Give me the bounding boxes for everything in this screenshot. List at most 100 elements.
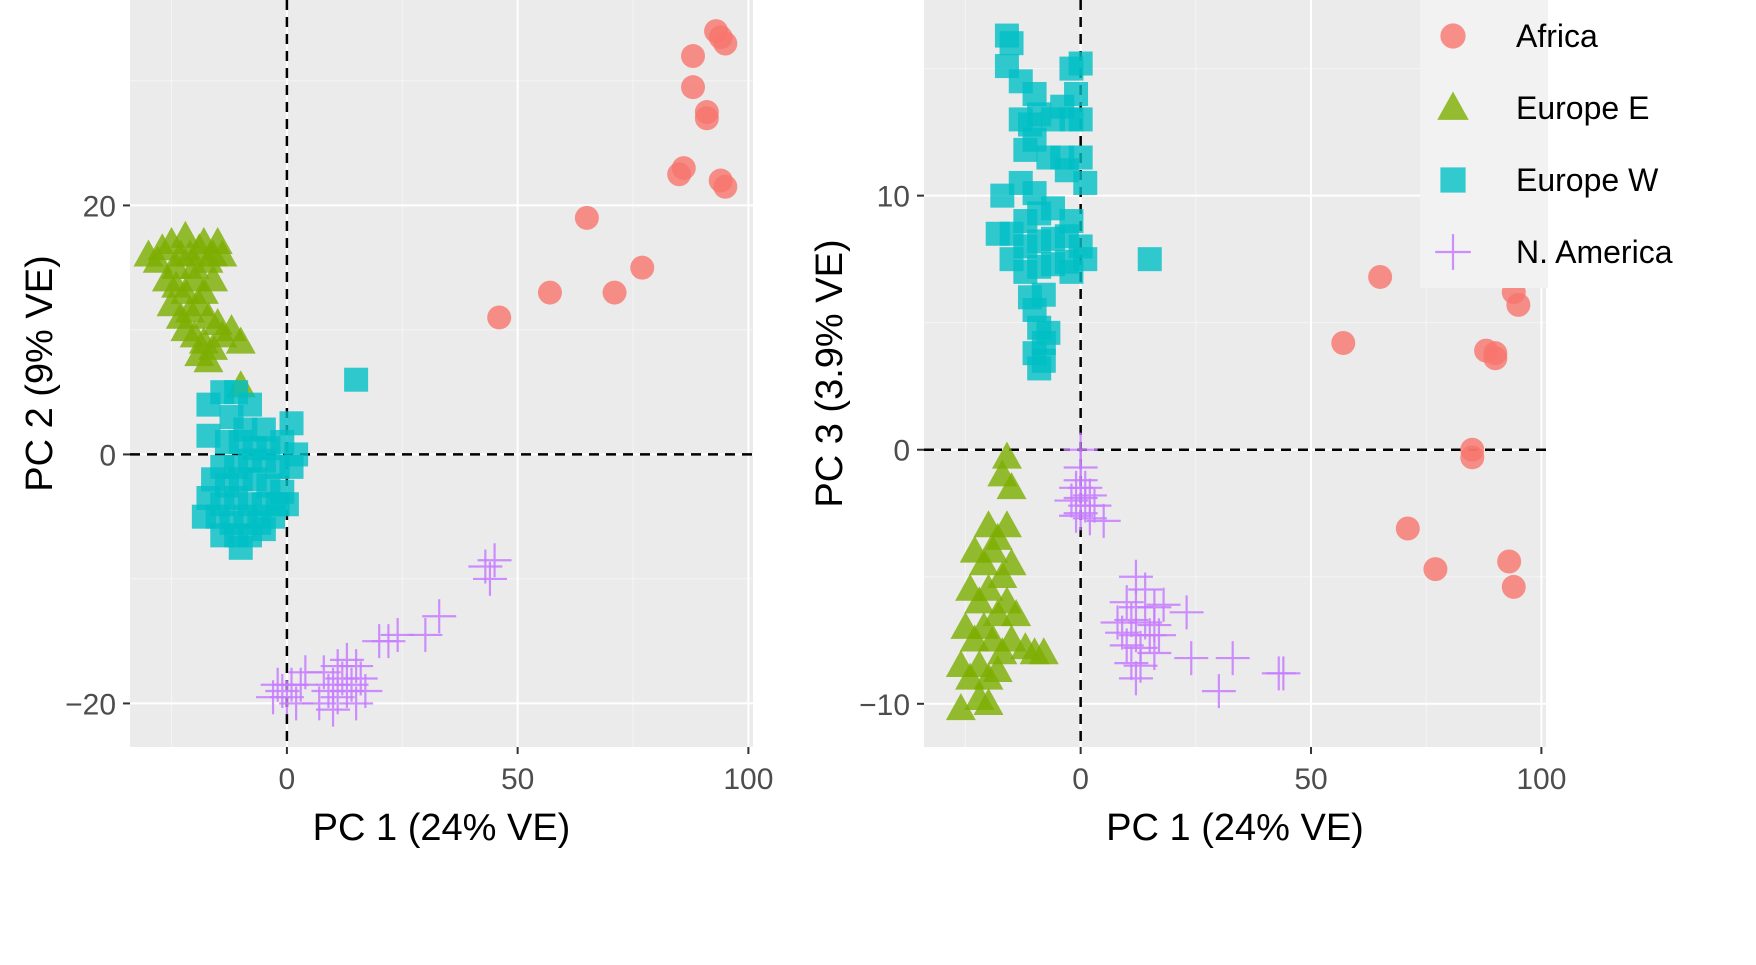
legend-key: [1435, 234, 1471, 270]
data-point: [1063, 496, 1098, 531]
data-point: [1331, 331, 1356, 356]
data-point: [256, 680, 291, 715]
y-tick-label: −10: [859, 689, 910, 722]
y-tick-label: 0: [893, 435, 910, 468]
data-point: [468, 549, 503, 584]
data-point: [1146, 587, 1181, 622]
data-point: [472, 561, 507, 596]
x-tick-label: 100: [1516, 763, 1566, 796]
data-point: [1001, 599, 1032, 627]
data-point: [279, 686, 314, 721]
plot-background: [130, 0, 753, 747]
data-point: [1022, 82, 1047, 107]
data-point: [973, 688, 1004, 716]
data-point: [574, 205, 599, 230]
data-point: [667, 162, 692, 187]
data-point: [348, 673, 383, 708]
data-point: [713, 31, 738, 56]
legend-key: [1440, 167, 1466, 193]
x-tick-label: 0: [1072, 763, 1089, 796]
data-point: [1266, 656, 1301, 691]
data-point: [999, 31, 1024, 56]
data-point: [193, 345, 224, 373]
legend-key: [1437, 91, 1469, 120]
data-point: [477, 543, 512, 578]
series-europe-e: [945, 441, 1059, 721]
x-tick-label: 50: [1294, 763, 1327, 796]
data-point: [713, 174, 738, 199]
data-point: [1068, 107, 1093, 132]
data-point: [681, 75, 706, 100]
data-point: [1497, 549, 1522, 574]
data-point: [265, 673, 300, 708]
data-point: [1169, 595, 1204, 630]
x-tick-label: 0: [279, 763, 296, 796]
data-point: [978, 535, 1009, 563]
y-tick-label: 0: [99, 439, 116, 472]
y-tick-label: 10: [877, 181, 910, 214]
data-point: [329, 642, 364, 677]
y-axis-title: PC 2 (9% VE): [19, 255, 61, 492]
data-point: [1072, 501, 1107, 536]
data-point: [694, 106, 719, 131]
data-point: [1506, 292, 1531, 317]
data-point: [1141, 618, 1176, 653]
x-axis-title: PC 1 (24% VE): [1106, 807, 1364, 849]
data-point: [260, 667, 295, 702]
data-point: [991, 510, 1022, 538]
data-point: [1128, 605, 1163, 640]
y-tick-label: −20: [65, 688, 116, 721]
data-point: [1118, 661, 1153, 696]
data-point: [225, 326, 256, 354]
data-point: [1501, 574, 1526, 599]
data-point: [288, 655, 323, 690]
data-point: [251, 517, 276, 542]
data-point: [1059, 259, 1084, 284]
data-point: [380, 617, 415, 652]
series-europe-w: [985, 23, 1162, 381]
panel-1: 0 50 100 −20 0 20 PC 1 (24% VE) PC 2 (9% VE): [19, 0, 773, 849]
data-point: [1068, 145, 1093, 170]
series-europe-e: [133, 220, 256, 398]
data-point: [316, 692, 351, 727]
legend-label: N. America: [1516, 234, 1673, 270]
data-point: [1128, 572, 1163, 607]
legend-label: Europe W: [1516, 162, 1659, 198]
legend-label: Europe E: [1516, 90, 1649, 126]
data-point: [1109, 585, 1144, 620]
data-point: [1114, 646, 1149, 681]
x-tick-label: 100: [723, 763, 773, 796]
data-point: [982, 655, 1013, 683]
x-tick-label: 50: [501, 763, 534, 796]
legend: Africa Europe E Europe W N. America: [1420, 0, 1673, 288]
data-point: [170, 220, 201, 248]
data-point: [362, 624, 397, 659]
data-point: [1174, 641, 1209, 676]
data-point: [1201, 674, 1236, 709]
data-point: [1086, 503, 1121, 538]
y-axis-title: PC 3 (3.9% VE): [809, 239, 851, 507]
data-point: [1215, 641, 1250, 676]
x-axis-title: PC 1 (24% VE): [313, 807, 571, 849]
data-point: [207, 239, 238, 267]
data-point: [1118, 559, 1153, 594]
data-point: [630, 255, 655, 280]
data-point: [1114, 602, 1149, 637]
data-point: [996, 548, 1027, 576]
data-point: [602, 280, 627, 305]
series-n-america: [1054, 432, 1301, 709]
data-point: [1109, 628, 1144, 663]
data-point: [1137, 635, 1172, 670]
data-point: [198, 264, 229, 292]
data-point: [1395, 516, 1420, 541]
data-point: [945, 693, 976, 721]
data-point: [279, 454, 304, 479]
data-point: [344, 367, 369, 392]
data-point: [487, 305, 512, 330]
data-point: [996, 472, 1027, 500]
data-point: [1059, 498, 1094, 533]
data-point: [228, 535, 253, 560]
data-point: [422, 599, 457, 634]
